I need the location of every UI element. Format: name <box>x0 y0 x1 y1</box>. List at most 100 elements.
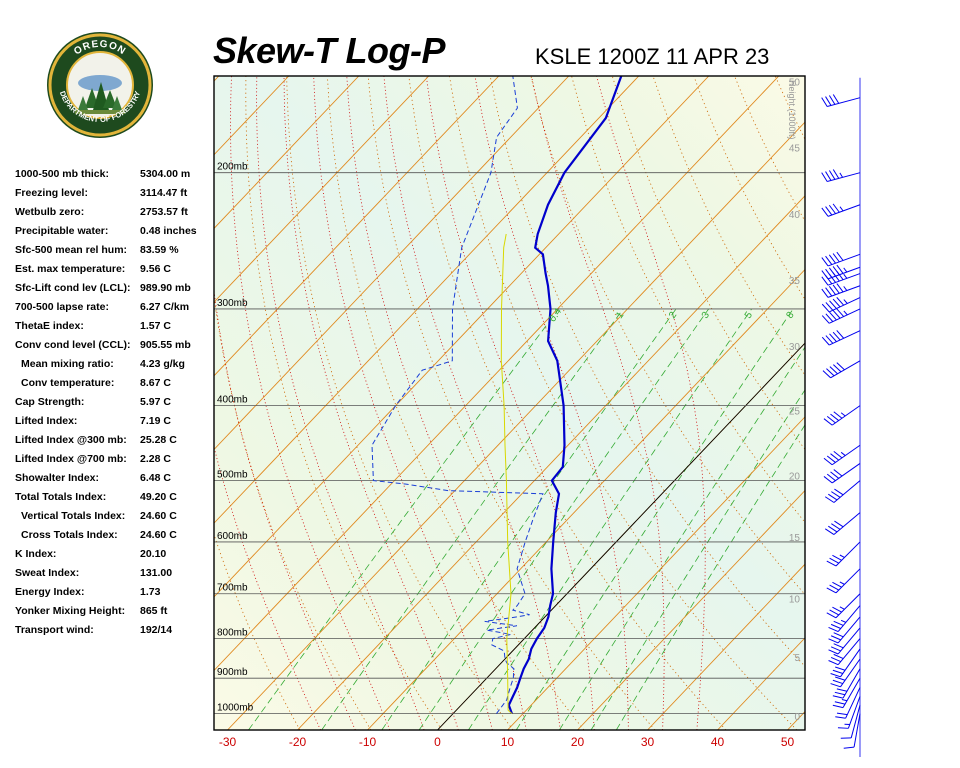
wind-barb-flag <box>836 308 845 317</box>
isotherm <box>367 268 805 730</box>
wind-barb-flag <box>835 666 846 671</box>
temperature-line <box>507 76 623 714</box>
dry-adiabat <box>897 76 960 730</box>
x-tick-label: 0 <box>434 735 441 749</box>
isotherm <box>227 121 805 730</box>
isotherm <box>297 195 805 730</box>
wind-barb-shaft <box>837 627 861 655</box>
wind-barb-half-flag <box>840 451 846 456</box>
wind-barb-flag <box>836 283 844 293</box>
wind-barb <box>821 308 861 324</box>
isotherm <box>717 637 805 730</box>
wind-barb-flag <box>832 679 843 685</box>
index-label: Precipitable water: <box>15 225 109 237</box>
wind-barb-shaft <box>833 480 861 503</box>
index-row: Precipitable water: 0.48 inches <box>15 225 215 244</box>
wind-barb-flag <box>821 97 828 107</box>
index-value: 1.57 C <box>140 320 171 332</box>
wind-barb-flag <box>821 172 828 182</box>
wind-barb-flag <box>828 626 839 633</box>
index-label: Sfc-Lift cond lev (LCL): <box>15 282 131 294</box>
index-value: 192/14 <box>140 624 173 636</box>
wind-barb <box>835 687 861 719</box>
wind-barb <box>826 541 861 567</box>
wind-barb-flag <box>828 204 836 214</box>
wind-barb-half-flag <box>839 581 845 585</box>
wind-barb-flag <box>837 727 849 729</box>
wind-barb <box>821 251 861 267</box>
wind-barb-flag <box>828 493 838 501</box>
wind-barb-half-flag <box>841 699 848 702</box>
station-time-label: KSLE 1200Z 11 APR 23 <box>535 44 770 69</box>
index-label: Yonker Mixing Height: <box>15 605 126 617</box>
wind-barb <box>821 283 861 298</box>
x-tick-label: 20 <box>571 735 585 749</box>
index-row: Cross Totals Index: 24.60 C <box>15 529 215 548</box>
wind-barb-flag <box>830 471 840 479</box>
pressure-label: 600mb <box>217 531 248 542</box>
wind-barb-flag <box>831 491 841 498</box>
x-tick-label: 30 <box>641 735 655 749</box>
plot-area <box>214 76 960 730</box>
wind-barb <box>821 169 861 182</box>
height-tick-label: 0 <box>794 712 800 723</box>
index-label: Sfc-500 mean rel hum: <box>15 244 128 256</box>
wind-barb-flag <box>836 251 844 261</box>
wind-barb-flag <box>824 496 835 503</box>
index-row: Total Totals Index: 49.20 C <box>15 491 215 510</box>
wind-barb-shaft <box>842 668 861 699</box>
wind-barb-flag <box>836 330 845 339</box>
wind-barb-flag <box>834 701 846 705</box>
wind-barb-flag <box>828 95 836 105</box>
index-value: 6.27 C/km <box>140 301 190 313</box>
mixing-ratio-line <box>381 308 677 730</box>
wind-barb-shaft <box>837 605 861 632</box>
wind-barb <box>821 203 861 217</box>
index-row: 1000-500 mb thick: 5304.00 m <box>15 168 215 187</box>
index-label: Lifted Index: <box>15 415 78 427</box>
index-value: 7.19 C <box>140 415 171 427</box>
mixing-ratio-label: 1 <box>614 310 626 321</box>
moist-adiabat <box>531 76 665 730</box>
x-tick-label: 10 <box>501 735 515 749</box>
dry-adiabat <box>652 76 805 376</box>
wind-barb-shaft <box>831 444 861 466</box>
dry-adiabat <box>449 76 798 730</box>
wind-barb <box>821 94 861 107</box>
wind-barb-flag <box>833 411 843 419</box>
index-row: Sfc-Lift cond lev (LCL): 989.90 mb <box>15 282 215 301</box>
mixing-ratio-label: 3 <box>700 310 712 321</box>
wind-barb-shaft <box>831 405 861 426</box>
index-row: Energy Index: 1.73 <box>15 586 215 605</box>
moist-adiabat <box>383 76 561 730</box>
index-row: ThetaE index: 1.57 C <box>15 320 215 339</box>
isotherm <box>507 416 805 730</box>
height-tick-label: 45 <box>789 143 801 154</box>
isotherm <box>787 710 805 730</box>
wind-barb-shaft <box>828 308 861 324</box>
wind-barb <box>821 264 861 280</box>
wind-barb-flag <box>828 525 838 533</box>
wind-barb-flag <box>829 557 840 564</box>
wind-barb-flag <box>834 520 844 528</box>
wind-barb-flag <box>825 268 833 278</box>
wind-barb-flag <box>830 646 841 652</box>
wind-barb-shaft <box>827 172 861 182</box>
index-label: Freezing level: <box>15 187 88 199</box>
wind-barb <box>828 605 861 633</box>
index-row: Wetbulb zero: 2753.57 ft <box>15 206 215 225</box>
index-value: 1.73 <box>140 586 161 598</box>
pressure-label: 200mb <box>217 162 248 173</box>
dry-adiabat <box>367 76 656 730</box>
index-row: Yonker Mixing Height: 865 ft <box>15 605 215 624</box>
height-tick-label: 50 <box>789 78 801 89</box>
index-row: 700-500 lapse rate: 6.27 C/km <box>15 301 215 320</box>
index-value: 24.60 C <box>140 510 177 522</box>
index-value: 131.00 <box>140 567 173 579</box>
wind-barb <box>824 512 861 535</box>
wind-barb-half-flag <box>843 310 848 316</box>
wind-barb-shaft <box>827 204 861 217</box>
wind-barb-flag <box>824 528 835 535</box>
mixing-ratio-line <box>321 308 624 730</box>
moist-adiabat <box>256 76 425 730</box>
